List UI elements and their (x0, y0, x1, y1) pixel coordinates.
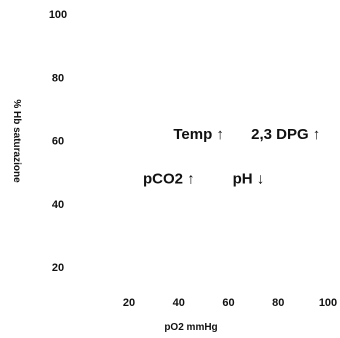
y-tick-label: 40 (52, 199, 64, 211)
x-tick-label: 40 (173, 297, 185, 309)
x-tick-label: 80 (272, 297, 284, 309)
y-axis-label: % Hb saturazione (11, 99, 22, 183)
x-axis-label: pO2 mmHg (164, 322, 217, 333)
annotation-ph: pH ↓ (233, 170, 265, 187)
annotation-temp: Temp ↑ (173, 126, 224, 143)
x-axis-ticks: 20 40 60 80 100 (123, 297, 337, 309)
y-tick-label: 100 (49, 9, 67, 21)
y-axis-ticks: 20 40 60 80 100 (49, 9, 67, 274)
x-tick-label: 60 (222, 297, 234, 309)
y-tick-label: 80 (52, 72, 64, 84)
x-tick-label: 20 (123, 297, 135, 309)
annotation-group: Temp ↑ 2,3 DPG ↑ pCO2 ↑ pH ↓ (143, 126, 320, 187)
x-tick-label: 100 (319, 297, 337, 309)
y-tick-label: 20 (52, 262, 64, 274)
annotation-pco2: pCO2 ↑ (143, 170, 195, 187)
annotation-dpg: 2,3 DPG ↑ (251, 126, 320, 143)
y-tick-label: 60 (52, 136, 64, 148)
